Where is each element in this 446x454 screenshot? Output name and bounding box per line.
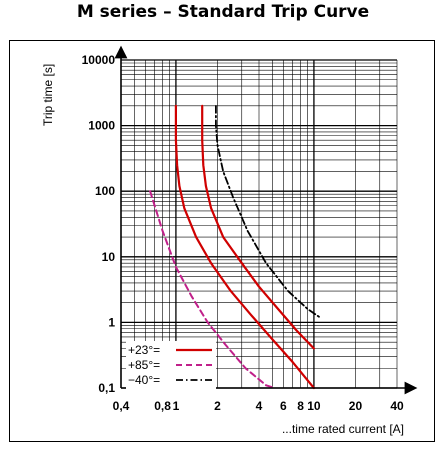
x-tick-label: 6 bbox=[280, 399, 287, 413]
y-tick-label: 1 bbox=[108, 315, 115, 329]
legend: +23°=+85°=−40°= bbox=[126, 341, 216, 390]
x-tick-label: 1 bbox=[173, 399, 180, 413]
x-tick-label: 8 bbox=[297, 399, 304, 413]
y-tick-label: 10 bbox=[102, 250, 116, 264]
y-tick-label: 10000 bbox=[82, 53, 116, 67]
grid-lines bbox=[120, 59, 398, 389]
series-line-4 bbox=[215, 105, 321, 319]
y-tick-label: 0,1 bbox=[98, 381, 115, 395]
legend-label: +85°= bbox=[128, 358, 160, 372]
x-tick-label: 4 bbox=[256, 399, 263, 413]
series-line-3 bbox=[149, 190, 276, 389]
x-tick-label: 20 bbox=[349, 399, 363, 413]
y-tick-label: 100 bbox=[95, 184, 115, 198]
chart-title: M series – Standard Trip Curve bbox=[76, 2, 370, 22]
series-line-1 bbox=[174, 104, 315, 390]
series-line-2 bbox=[201, 104, 315, 350]
chart-frame bbox=[9, 40, 435, 442]
legend-label: +23°= bbox=[128, 343, 160, 357]
x-tick-label: 10 bbox=[307, 399, 321, 413]
x-tick-label: 2 bbox=[214, 399, 221, 413]
x-tick-label: 0,4 bbox=[113, 399, 130, 413]
x-tick-label: 40 bbox=[390, 399, 404, 413]
axes bbox=[114, 45, 418, 395]
y-tick-label: 1000 bbox=[88, 119, 115, 133]
y-axis-label: Trip time [s] bbox=[41, 64, 55, 126]
series-lines bbox=[149, 104, 321, 390]
x-tick-label: 0,8 bbox=[154, 399, 171, 413]
x-axis-label: ...time rated current [A] bbox=[282, 422, 404, 436]
legend-label: −40°= bbox=[128, 373, 160, 387]
